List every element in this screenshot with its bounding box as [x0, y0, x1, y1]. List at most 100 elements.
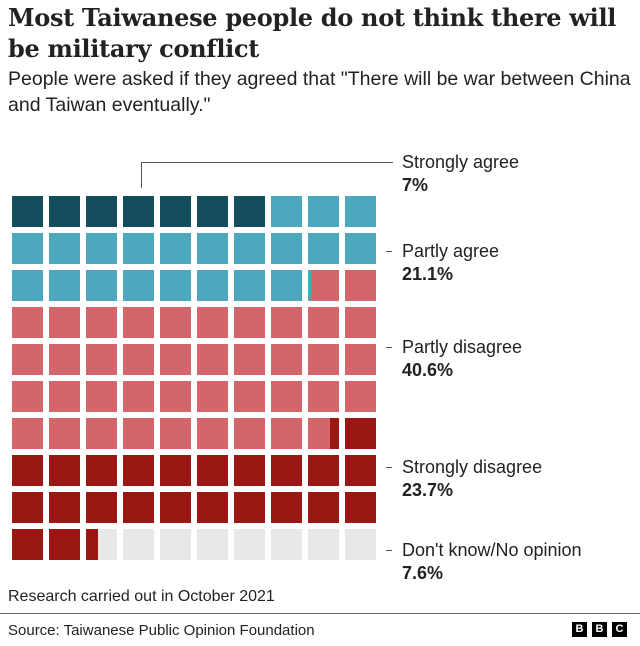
waffle-square: [123, 529, 154, 560]
waffle-square: [271, 492, 302, 523]
waffle-square: [234, 418, 265, 449]
waffle-square: [49, 381, 80, 412]
waffle-square: [308, 492, 339, 523]
waffle-square: [308, 418, 339, 449]
legend-value: 7%: [402, 175, 429, 195]
waffle-square: [123, 270, 154, 301]
legend-label: Partly disagree: [402, 337, 523, 357]
waffle-square: [308, 270, 339, 301]
waffle-square: [86, 344, 117, 375]
waffle-square: [271, 196, 302, 227]
waffle-square: [49, 455, 80, 486]
source-text: Source: Taiwanese Public Opinion Foundat…: [8, 622, 315, 639]
waffle-square: [123, 381, 154, 412]
waffle-square: [12, 196, 43, 227]
waffle-square: [160, 381, 191, 412]
waffle-square: [49, 270, 80, 301]
waffle-square: [197, 344, 228, 375]
waffle-square: [160, 270, 191, 301]
legend-label: Partly agree: [402, 241, 500, 261]
waffle-square: [234, 196, 265, 227]
waffle-square: [345, 344, 376, 375]
waffle-square: [86, 270, 117, 301]
waffle-square: [160, 455, 191, 486]
legend-tick-partly-disagree: [386, 347, 392, 348]
waffle-square: [271, 455, 302, 486]
waffle-square: [123, 196, 154, 227]
legend-value: 40.6%: [402, 360, 454, 380]
waffle-square: [12, 233, 43, 264]
waffle-square: [345, 233, 376, 264]
waffle-square: [49, 529, 80, 560]
legend-label: Don't know/No opinion: [402, 540, 582, 560]
legend-partly-agree: Partly agree 21.1%: [402, 240, 499, 286]
waffle-square: [271, 270, 302, 301]
waffle-square: [345, 270, 376, 301]
waffle-square: [49, 196, 80, 227]
waffle-square: [86, 492, 117, 523]
waffle-square: [271, 529, 302, 560]
legend-dont-know: Don't know/No opinion 7.6%: [402, 539, 582, 585]
waffle-square: [308, 455, 339, 486]
waffle-square: [160, 344, 191, 375]
leader-line-vertical: [141, 162, 142, 188]
waffle-square: [160, 233, 191, 264]
waffle-square: [160, 529, 191, 560]
waffle-square: [234, 307, 265, 338]
waffle-square: [234, 233, 265, 264]
waffle-square: [234, 455, 265, 486]
waffle-square: [197, 455, 228, 486]
waffle-square: [345, 455, 376, 486]
waffle-square: [123, 492, 154, 523]
waffle-square: [271, 418, 302, 449]
waffle-square: [86, 418, 117, 449]
legend-label: Strongly agree: [402, 152, 520, 172]
waffle-square: [49, 233, 80, 264]
waffle-square: [345, 418, 376, 449]
waffle-square: [12, 455, 43, 486]
waffle-square: [197, 529, 228, 560]
waffle-square: [308, 307, 339, 338]
chart-subtitle: People were asked if they agreed that "T…: [8, 68, 631, 116]
waffle-square: [271, 344, 302, 375]
legend-strongly-agree: Strongly agree 7%: [402, 151, 519, 197]
waffle-square: [49, 307, 80, 338]
waffle-square: [345, 529, 376, 560]
chart-title: Most Taiwanese people do not think there…: [8, 3, 617, 63]
waffle-square: [123, 307, 154, 338]
research-note: Research carried out in October 2021: [8, 588, 275, 605]
bbc-logo-block-1: B: [572, 622, 587, 637]
waffle-square: [160, 492, 191, 523]
waffle-square: [271, 233, 302, 264]
waffle-square: [86, 529, 117, 560]
waffle-square: [86, 381, 117, 412]
waffle-square: [123, 233, 154, 264]
legend-tick-strongly-disagree: [386, 467, 392, 468]
waffle-square: [12, 529, 43, 560]
waffle-square: [12, 344, 43, 375]
waffle-square: [234, 270, 265, 301]
waffle-square: [49, 344, 80, 375]
legend-value: 21.1%: [402, 264, 454, 284]
waffle-square: [345, 381, 376, 412]
legend-partly-disagree: Partly disagree 40.6%: [402, 336, 522, 382]
waffle-square: [308, 196, 339, 227]
waffle-square: [12, 418, 43, 449]
legend-label: Strongly disagree: [402, 457, 543, 477]
waffle-square: [86, 233, 117, 264]
waffle-square: [123, 455, 154, 486]
waffle-square: [234, 529, 265, 560]
waffle-square: [308, 529, 339, 560]
waffle-square: [197, 492, 228, 523]
waffle-square: [49, 492, 80, 523]
waffle-square: [123, 418, 154, 449]
waffle-square: [12, 381, 43, 412]
waffle-grid: [12, 196, 378, 562]
waffle-square: [271, 381, 302, 412]
waffle-square: [86, 455, 117, 486]
waffle-square: [345, 196, 376, 227]
waffle-square: [160, 196, 191, 227]
waffle-square: [234, 344, 265, 375]
waffle-square: [197, 418, 228, 449]
waffle-square: [234, 381, 265, 412]
